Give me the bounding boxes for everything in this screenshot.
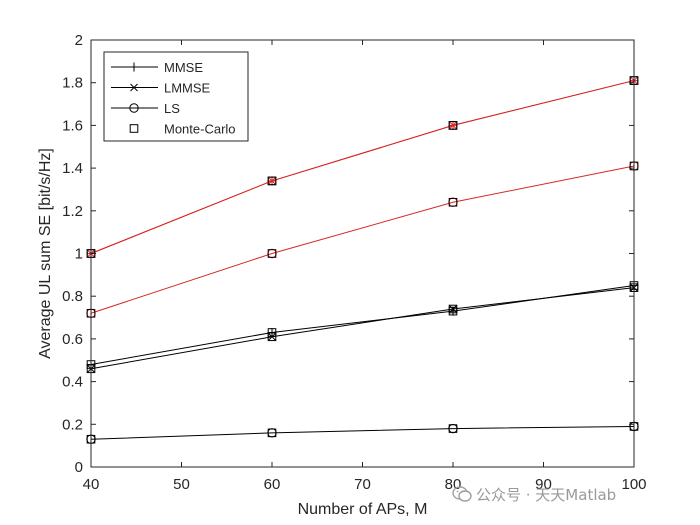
y-tick-label: 2 (75, 32, 83, 49)
x-tick-label: 40 (83, 476, 100, 493)
y-tick-label: 1 (75, 246, 83, 263)
legend-marker-circle (129, 103, 139, 113)
monte-carlo-point (448, 424, 458, 433)
data-point-mmse (448, 306, 458, 316)
legend-entry-mmse: MMSE (111, 60, 203, 75)
watermark-text: 公众号 · 天天Matlab (476, 486, 617, 504)
legend-marker-plus (129, 62, 139, 72)
y-tick-label: 0 (75, 459, 83, 476)
y-tick-label: 0.4 (62, 374, 83, 391)
legend-label: LS (164, 101, 180, 116)
data-point-lmmse (268, 177, 276, 185)
x-tick-label: 80 (445, 476, 462, 493)
series-layer (86, 76, 639, 444)
legend-marker-square (129, 124, 139, 133)
tick-labels: 40 50 60 70 80 90 100 0 0.2 0.4 0.6 0.8 1 1.2 1.4 1.6 1.… (62, 32, 646, 493)
series-line (90, 287, 635, 370)
monte-carlo-point (448, 304, 458, 314)
y-tick-label: 1.6 (62, 117, 83, 134)
series-line (90, 165, 635, 314)
monte-carlo-point (448, 121, 458, 130)
y-tick-label: 1.4 (62, 160, 83, 177)
x-tick-label: 70 (354, 476, 371, 493)
legend-label: Monte-Carlo (164, 122, 236, 137)
legend-entry-ls: LS (111, 101, 180, 116)
data-point-lmmse (449, 305, 457, 313)
x-tick-label: 60 (264, 476, 281, 493)
y-axis-label: Average UL sum SE [bit/s/Hz] (37, 148, 54, 359)
y-tick-label: 0.8 (62, 288, 83, 305)
series-line (90, 80, 635, 254)
data-point-lmmse (449, 121, 457, 130)
x-tick-label: 50 (173, 476, 190, 493)
series-line (90, 425, 635, 440)
monte-carlo-point (267, 332, 277, 342)
legend-entry-monte-carlo: Monte-Carlo (129, 122, 236, 137)
legend-entry-lmmse: LMMSE (111, 81, 211, 96)
legend-marker-x (130, 83, 138, 92)
y-tick-label: 1.2 (62, 203, 83, 220)
x-tick-label: 100 (621, 476, 646, 493)
y-tick-label: 0.2 (62, 416, 83, 433)
monte-carlo-point (267, 428, 277, 438)
legend: MMSE LMMSE LS Monte-Carlo (103, 51, 249, 142)
x-axis-label: Number of APs, M (298, 501, 428, 518)
monte-carlo-point (267, 249, 277, 258)
y-tick-label: 1.8 (62, 75, 83, 92)
data-point-lmmse (268, 332, 276, 341)
monte-carlo-point (448, 197, 458, 207)
axes (90, 39, 635, 468)
y-tick-label: 0.6 (62, 331, 83, 348)
legend-label: LMMSE (164, 81, 211, 96)
monte-carlo-point (267, 176, 277, 186)
wechat-icon (452, 486, 472, 502)
legend-label: MMSE (164, 60, 203, 75)
x-tick-label: 90 (535, 476, 552, 493)
